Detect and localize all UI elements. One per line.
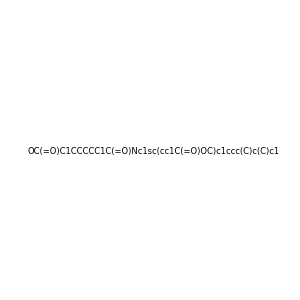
Text: OC(=O)C1CCCCC1C(=O)Nc1sc(cc1C(=O)OC)c1ccc(C)c(C)c1: OC(=O)C1CCCCC1C(=O)Nc1sc(cc1C(=O)OC)c1cc… — [28, 147, 280, 156]
